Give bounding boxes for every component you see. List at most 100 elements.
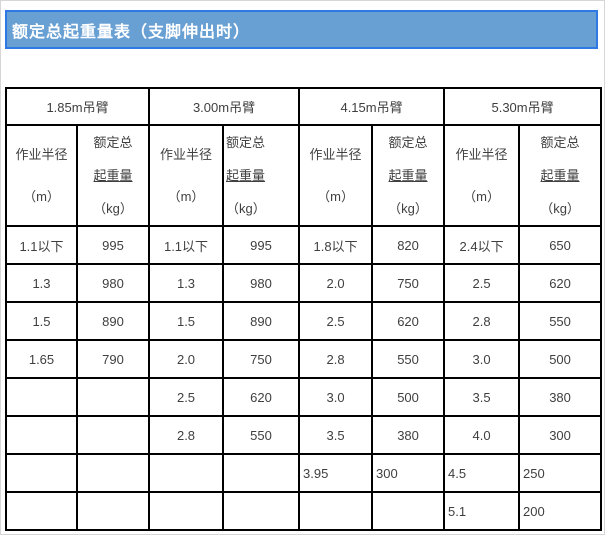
subheader-radius-2: 作业半径 （m）: [148, 124, 225, 227]
table-cell: 550: [222, 415, 301, 455]
table-cell: 3.95: [298, 453, 374, 493]
table-cell: 200: [518, 491, 603, 531]
radius-unit: （m）: [463, 188, 500, 204]
radius-unit: （m）: [317, 188, 354, 204]
table-row: 1.1以下 995 1.1以下 995 1.8以下 820 2.4以下 650: [5, 225, 603, 265]
table-row: 1.5 890 1.5 890 2.5 620 2.8 550: [5, 301, 603, 341]
table-cell: 3.0: [443, 339, 521, 379]
table-cell: 2.5: [148, 377, 225, 417]
table-cell: 250: [518, 453, 603, 493]
table-cell: 300: [518, 415, 603, 455]
table-cell: [371, 491, 446, 531]
capacity-unit: （kg）: [388, 201, 428, 216]
table-cell: [222, 491, 301, 531]
table-row: 5.1 200: [5, 491, 603, 531]
table-cell: 995: [75, 225, 151, 265]
table-cell: 2.8: [298, 339, 374, 379]
subheader-radius-4: 作业半径 （m）: [443, 124, 521, 227]
table-cell: [75, 491, 151, 531]
table-cell: [5, 491, 78, 531]
capacity-label-1: 额定总: [388, 135, 428, 150]
table-cell: 1.3: [5, 263, 78, 303]
table-cell: 2.0: [298, 263, 374, 303]
table-cell: 2.8: [443, 301, 521, 341]
table-cell: [75, 377, 151, 417]
table-cell: 2.5: [298, 301, 374, 341]
title-banner: 额定总起重量表（支脚伸出时）: [5, 10, 598, 49]
table-cell: [5, 415, 78, 455]
table-cell: 2.5: [443, 263, 521, 303]
radius-unit: （m）: [167, 188, 205, 204]
subheader-capacity-3: 额定总 起重量 （kg）: [371, 124, 446, 227]
table-cell: 995: [222, 225, 301, 265]
subheader-radius-1: 作业半径 （m）: [5, 124, 78, 227]
capacity-label-1: 额定总: [540, 135, 580, 150]
radius-unit: （m）: [23, 188, 60, 204]
table-row: 1.3 980 1.3 980 2.0 750 2.5 620: [5, 263, 603, 303]
table-cell: 380: [518, 377, 603, 417]
capacity-label-2: 起重量: [540, 168, 580, 183]
table-cell: 550: [371, 339, 446, 379]
capacity-unit: （kg）: [93, 201, 133, 216]
boom-group-header-row: 1.85m吊臂 3.00m吊臂 4.15m吊臂 5.30m吊臂: [4, 87, 603, 126]
table-cell: 750: [371, 263, 446, 303]
capacity-label-2: 起重量: [93, 168, 133, 183]
page-title: 额定总起重量表（支脚伸出时）: [12, 23, 251, 41]
table-cell: [5, 453, 78, 493]
capacity-unit: （kg）: [226, 201, 266, 216]
table-cell: 820: [371, 225, 446, 265]
radius-label: 作业半径: [160, 146, 213, 162]
table-cell: 1.65: [5, 339, 78, 379]
table-cell: 500: [371, 377, 446, 417]
table-cell: 4.0: [443, 415, 521, 455]
radius-label: 作业半径: [309, 146, 362, 162]
subheader-capacity-2: 额定总 起重量 （kg）: [222, 124, 301, 227]
table-cell: 1.5: [148, 301, 225, 341]
table-cell: 790: [75, 339, 151, 379]
table-cell: [222, 453, 301, 493]
table-row: 2.8 550 3.5 380 4.0 300: [5, 415, 603, 455]
table-cell: 2.0: [148, 339, 225, 379]
boom-group-1.85m: 1.85m吊臂: [4, 87, 151, 126]
table-cell: [75, 415, 151, 455]
table-cell: 750: [222, 339, 301, 379]
table-cell: 620: [222, 377, 301, 417]
table-row: 2.5 620 3.0 500 3.5 380: [5, 377, 603, 417]
radius-label: 作业半径: [15, 146, 68, 162]
table-cell: 890: [75, 301, 151, 341]
subheader-capacity-4: 额定总 起重量 （kg）: [518, 124, 603, 227]
capacity-label-1: 额定总: [93, 135, 133, 150]
subheader-row: 作业半径 （m） 额定总 起重量 （kg） 作业半径 （m） 额定总 起重量 （…: [5, 124, 603, 227]
table-cell: 1.5: [5, 301, 78, 341]
table-cell: 380: [371, 415, 446, 455]
table-cell: [5, 377, 78, 417]
table-cell: 3.5: [443, 377, 521, 417]
table-cell: 980: [222, 263, 301, 303]
table-cell: 2.8: [148, 415, 225, 455]
table-cell: 620: [518, 263, 603, 303]
table-row: 3.95 300 4.5 250: [5, 453, 603, 493]
table-cell: 3.5: [298, 415, 374, 455]
subheader-radius-3: 作业半径 （m）: [298, 124, 374, 227]
boom-group-5.30m: 5.30m吊臂: [443, 87, 603, 126]
table-cell: 3.0: [298, 377, 374, 417]
table-cell: 1.1以下: [5, 225, 78, 265]
table-cell: 5.1: [443, 491, 521, 531]
radius-label: 作业半径: [455, 146, 508, 162]
capacity-label-2: 起重量: [226, 168, 266, 183]
table-cell: 500: [518, 339, 603, 379]
rated-capacity-table: 1.85m吊臂 3.00m吊臂 4.15m吊臂 5.30m吊臂 作业半径 （m）…: [4, 87, 603, 531]
capacity-label-1: 额定总: [226, 135, 266, 150]
table-cell: 980: [75, 263, 151, 303]
table-cell: 620: [371, 301, 446, 341]
table-cell: 1.3: [148, 263, 225, 303]
table-cell: [298, 491, 374, 531]
table-cell: 300: [371, 453, 446, 493]
subheader-capacity-1: 额定总 起重量 （kg）: [75, 124, 151, 227]
table-cell: [148, 491, 225, 531]
table-cell: 890: [222, 301, 301, 341]
capacity-unit: （kg）: [540, 201, 580, 216]
table-row: 1.65 790 2.0 750 2.8 550 3.0 500: [5, 339, 603, 379]
boom-group-4.15m: 4.15m吊臂: [298, 87, 446, 126]
table-cell: 550: [518, 301, 603, 341]
